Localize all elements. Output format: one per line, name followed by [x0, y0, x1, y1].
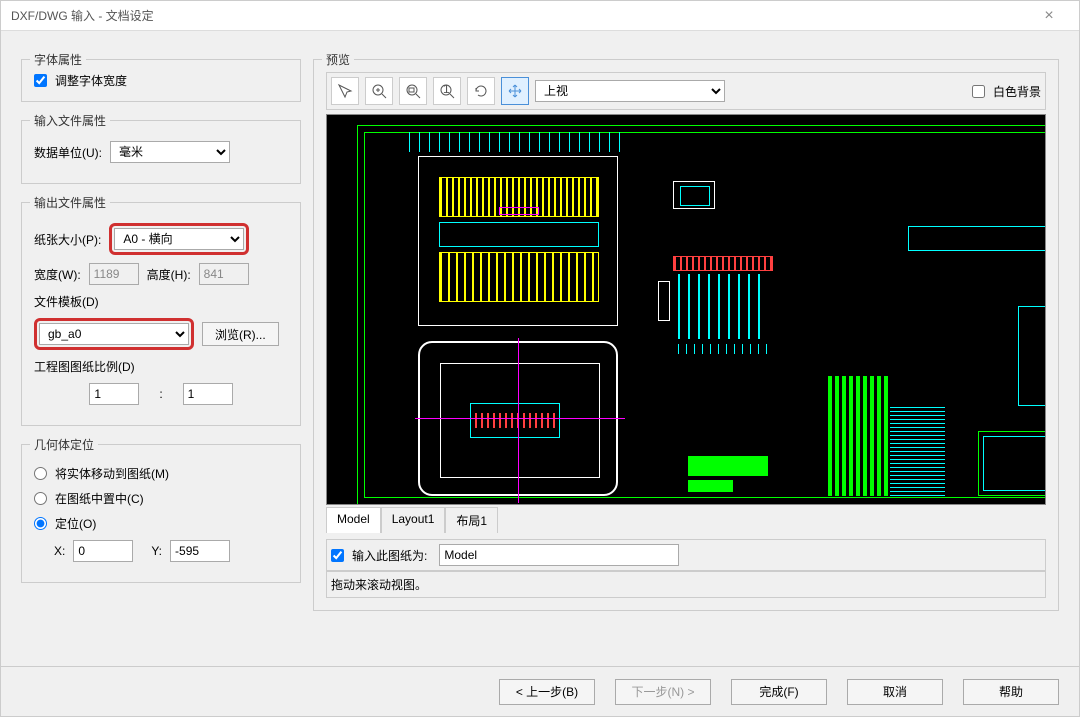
white-bg-label: 白色背景 [993, 83, 1041, 100]
cad-drawing-frame [357, 125, 1046, 505]
tab-model[interactable]: Model [326, 507, 381, 533]
zoom-in-icon[interactable] [365, 77, 393, 105]
position-label: 定位(O) [55, 515, 96, 532]
x-label: X: [54, 544, 65, 558]
position-radio[interactable]: 定位(O) [34, 515, 96, 532]
paper-size-select[interactable]: A0 - 横向 [114, 228, 244, 250]
white-bg-checkbox[interactable]: 白色背景 [972, 83, 1041, 100]
scale-denominator-field[interactable] [183, 383, 233, 405]
preview-canvas[interactable] [326, 114, 1046, 505]
position-input[interactable] [34, 517, 47, 530]
preview-group: 预览 1 上视 白色背景 [313, 59, 1059, 611]
browse-button[interactable]: 浏览(R)... [202, 322, 279, 346]
adjust-font-width-input[interactable] [34, 74, 47, 87]
preview-title: 预览 [322, 51, 354, 68]
scale-separator: : [159, 387, 162, 401]
titlebar: DXF/DWG 输入 - 文档设定 × [1, 1, 1079, 31]
move-entity-input[interactable] [34, 467, 47, 480]
hint-row: 拖动来滚动视图。 [326, 571, 1046, 598]
y-label: Y: [151, 544, 162, 558]
preview-toolbar: 1 上视 白色背景 [326, 72, 1046, 110]
zoom-select-icon[interactable] [331, 77, 359, 105]
paper-size-label: 纸张大小(P): [34, 231, 101, 248]
center-radio[interactable]: 在图纸中置中(C) [34, 490, 144, 507]
height-field [199, 263, 249, 285]
template-label: 文件模板(D) [34, 293, 99, 310]
white-bg-input[interactable] [972, 85, 985, 98]
font-group-title: 字体属性 [30, 51, 86, 68]
font-properties-group: 字体属性 调整字体宽度 [21, 59, 301, 102]
y-field[interactable] [170, 540, 230, 562]
adjust-font-width-label: 调整字体宽度 [55, 72, 127, 89]
x-field[interactable] [73, 540, 133, 562]
drawing-scale-label: 工程图图纸比例(D) [34, 358, 135, 375]
next-button: 下一步(N) > [615, 679, 711, 705]
scale-numerator-field[interactable] [89, 383, 139, 405]
import-as-input[interactable] [331, 549, 344, 562]
dialog-window: DXF/DWG 输入 - 文档设定 × 字体属性 调整字体宽度 输入文件属性 数… [0, 0, 1080, 717]
window-title: DXF/DWG 输入 - 文档设定 [11, 7, 1029, 24]
height-label: 高度(H): [147, 266, 191, 283]
import-as-label: 输入此图纸为: [352, 547, 427, 564]
finish-button[interactable]: 完成(F) [731, 679, 827, 705]
geometry-group: 几何体定位 将实体移动到图纸(M) 在图纸中置中(C) [21, 444, 301, 583]
data-unit-label: 数据单位(U): [34, 144, 102, 161]
input-file-group: 输入文件属性 数据单位(U): 毫米 [21, 120, 301, 184]
template-select[interactable]: gb_a0 [39, 323, 189, 345]
help-button[interactable]: 帮助 [963, 679, 1059, 705]
zoom-fit-icon[interactable]: 1 [433, 77, 461, 105]
pan-icon[interactable] [501, 77, 529, 105]
svg-text:1: 1 [443, 83, 450, 96]
paper-size-highlight: A0 - 横向 [109, 223, 249, 255]
content-area: 字体属性 调整字体宽度 输入文件属性 数据单位(U): 毫米 输出文件属性 [1, 31, 1079, 631]
template-highlight: gb_a0 [34, 318, 194, 350]
move-entity-radio[interactable]: 将实体移动到图纸(M) [34, 465, 169, 482]
center-label: 在图纸中置中(C) [55, 490, 144, 507]
width-label: 宽度(W): [34, 266, 81, 283]
center-input[interactable] [34, 492, 47, 505]
input-file-group-title: 输入文件属性 [30, 112, 110, 129]
left-panel: 字体属性 调整字体宽度 输入文件属性 数据单位(U): 毫米 输出文件属性 [21, 51, 301, 611]
close-icon[interactable]: × [1029, 7, 1069, 25]
preview-tabs: Model Layout1 布局1 [326, 507, 1046, 533]
data-unit-select[interactable]: 毫米 [110, 141, 230, 163]
right-panel: 预览 1 上视 白色背景 [313, 51, 1059, 611]
geometry-group-title: 几何体定位 [30, 436, 98, 453]
import-as-row: 输入此图纸为: [326, 539, 1046, 571]
zoom-window-icon[interactable] [399, 77, 427, 105]
tab-layout-cn[interactable]: 布局1 [445, 507, 498, 533]
back-button[interactable]: < 上一步(B) [499, 679, 595, 705]
hint-text: 拖动来滚动视图。 [331, 578, 427, 592]
footer: < 上一步(B) 下一步(N) > 完成(F) 取消 帮助 [1, 666, 1079, 716]
output-file-group: 输出文件属性 纸张大小(P): A0 - 横向 宽度(W): 高度(H): [21, 202, 301, 426]
width-field [89, 263, 139, 285]
import-as-checkbox[interactable]: 输入此图纸为: [331, 547, 427, 564]
import-as-field[interactable] [439, 544, 679, 566]
refresh-icon[interactable] [467, 77, 495, 105]
cancel-button[interactable]: 取消 [847, 679, 943, 705]
output-file-group-title: 输出文件属性 [30, 194, 110, 211]
tab-layout1[interactable]: Layout1 [381, 507, 446, 533]
adjust-font-width-checkbox[interactable]: 调整字体宽度 [34, 72, 288, 89]
move-entity-label: 将实体移动到图纸(M) [55, 465, 169, 482]
view-select[interactable]: 上视 [535, 80, 725, 102]
